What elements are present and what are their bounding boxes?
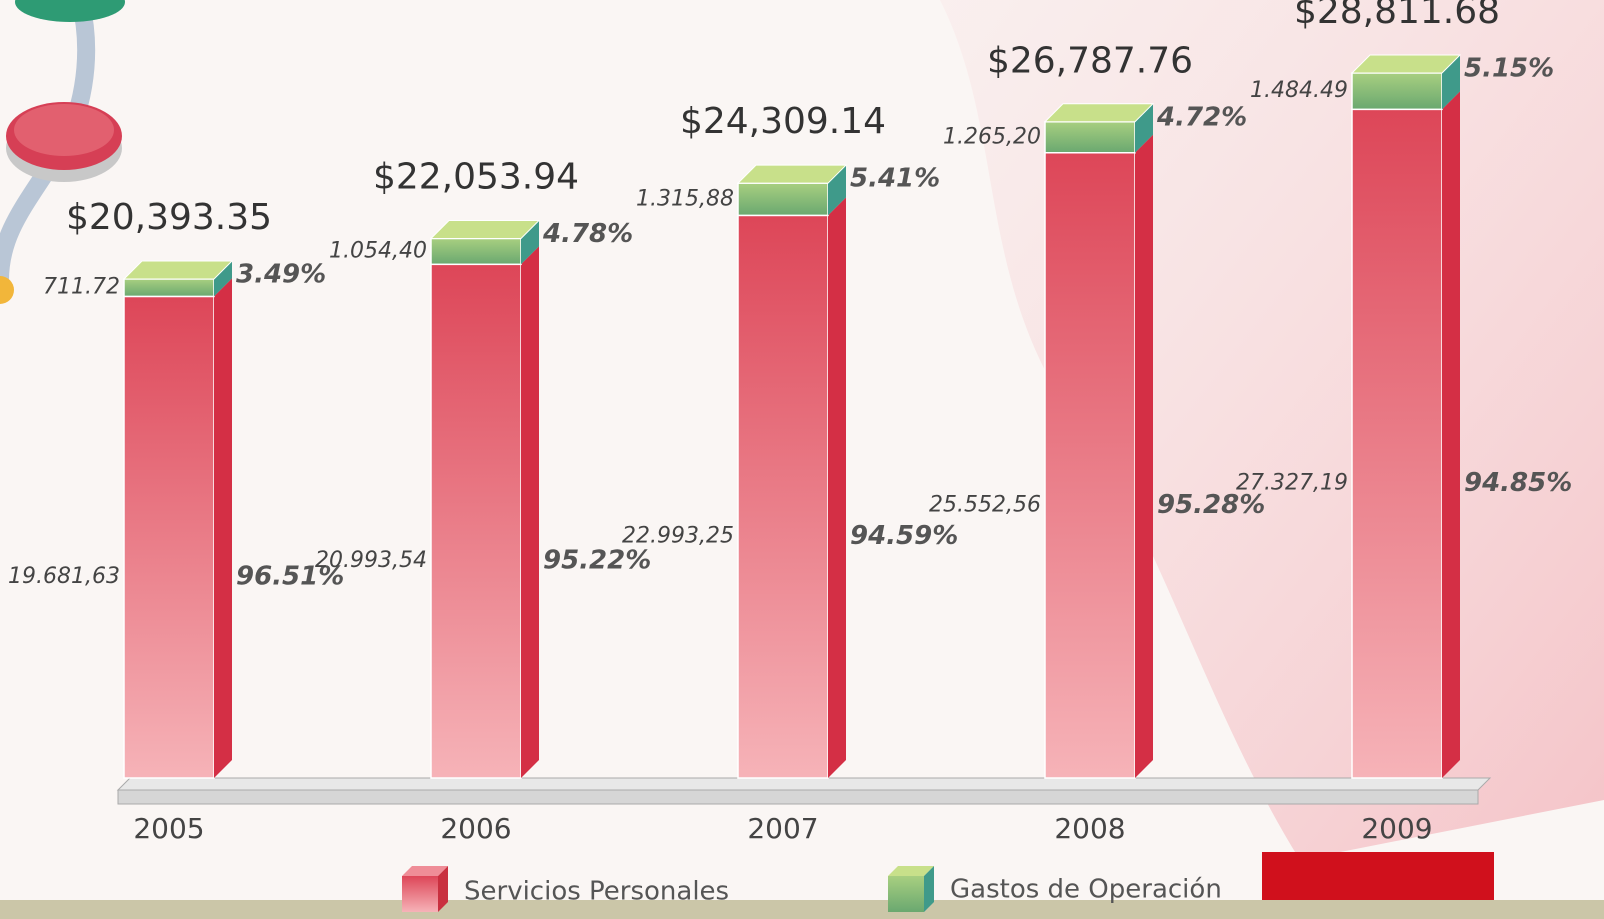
share-label: 5.41%: [850, 164, 940, 194]
base-platform: [116, 777, 1492, 805]
legend: Servicios Personales Gastos de Operación: [402, 866, 1222, 912]
bar: [1044, 151, 1136, 779]
bar-top: [1043, 103, 1155, 123]
share-label: 96.51%: [236, 562, 344, 592]
legend-swatch: [402, 876, 438, 912]
bar-top: [736, 164, 848, 184]
bar-side: [214, 260, 232, 297]
total-label: $28,811.68: [1294, 0, 1500, 32]
share-label: 3.49%: [236, 259, 326, 289]
bar-side: [521, 246, 539, 779]
legend-label: Servicios Personales: [464, 877, 729, 907]
bar: [1351, 108, 1443, 779]
bar: [430, 237, 522, 266]
x-tick-label: 2009: [1361, 812, 1432, 845]
bar-side: [214, 278, 232, 778]
value-label: 22.993,25: [622, 524, 734, 549]
bar-top: [429, 220, 541, 240]
x-tick-label: 2006: [440, 812, 511, 845]
bar-top: [1350, 54, 1462, 74]
bar-top: [122, 260, 234, 280]
x-tick-label: 2005: [133, 812, 204, 845]
bar: [737, 214, 829, 779]
legend-label: Gastos de Operación: [950, 875, 1222, 905]
bar-side: [1442, 91, 1460, 779]
value-label: 25.552,56: [929, 492, 1041, 517]
value-label: 20.993,54: [315, 548, 427, 573]
share-label: 5.15%: [1464, 54, 1554, 84]
bar: [430, 263, 522, 779]
bar: [1044, 121, 1136, 154]
bar-side: [521, 220, 539, 265]
share-label: 95.28%: [1157, 490, 1265, 520]
bar: [1351, 72, 1443, 111]
bar: [737, 182, 829, 217]
share-label: 95.22%: [543, 546, 651, 576]
bar: [123, 295, 215, 779]
bar-side: [828, 165, 846, 216]
share-label: 94.59%: [850, 521, 958, 551]
total-label: $22,053.94: [373, 156, 579, 197]
total-label: $20,393.35: [66, 197, 272, 238]
value-label: 711.72: [43, 275, 120, 300]
bar: [123, 278, 215, 298]
share-label: 4.72%: [1156, 102, 1247, 132]
value-label: 1.315,88: [636, 186, 734, 211]
total-label: $24,309.14: [680, 101, 886, 142]
x-tick-label: 2008: [1054, 812, 1125, 845]
bar-side: [1135, 103, 1153, 153]
total-label: $26,787.76: [987, 41, 1193, 82]
x-tick-label: 2007: [747, 812, 818, 845]
legend-swatch: [888, 876, 924, 912]
share-label: 94.85%: [1464, 468, 1572, 498]
value-label: 19.681,63: [8, 564, 120, 589]
value-label: 1.484.49: [1250, 78, 1348, 103]
value-label: 1.054,40: [329, 238, 427, 263]
share-label: 4.78%: [542, 219, 633, 249]
bar-side: [1135, 134, 1153, 779]
bar-side: [828, 197, 846, 779]
value-label: 1.265,20: [943, 124, 1041, 149]
value-label: 27.327,19: [1236, 471, 1348, 496]
